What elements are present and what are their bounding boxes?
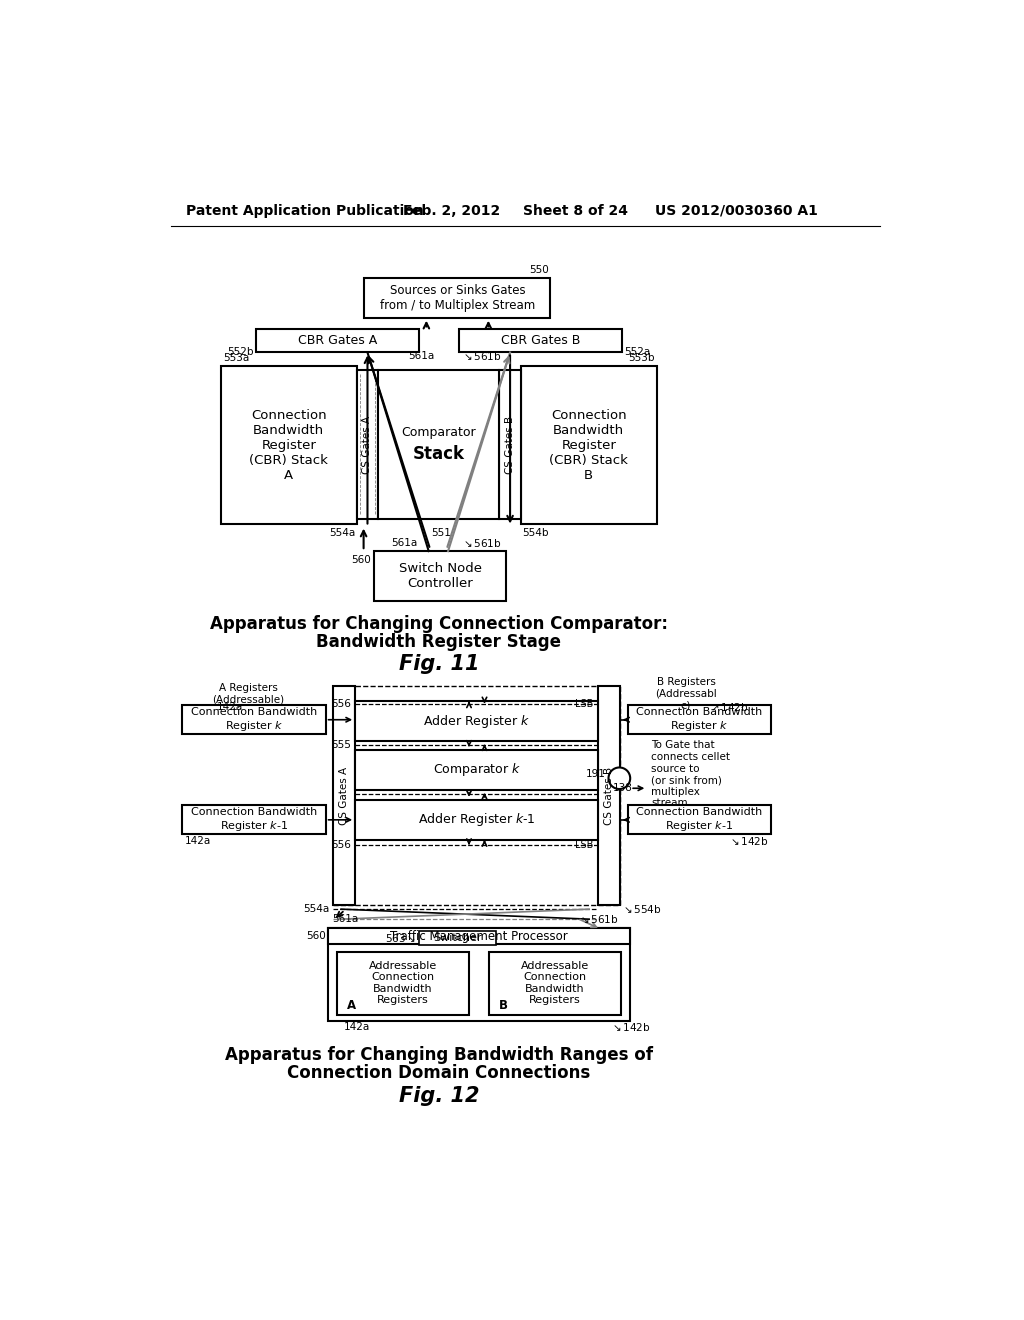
- Bar: [489, 952, 621, 1015]
- Bar: [328, 928, 630, 1020]
- Text: 560: 560: [351, 554, 372, 565]
- Text: Bandwidth Register Stage: Bandwidth Register Stage: [316, 634, 561, 651]
- Bar: [182, 705, 326, 734]
- Text: Connection
Bandwidth
Register
(CBR) Stack
A: Connection Bandwidth Register (CBR) Stac…: [250, 409, 329, 482]
- Text: 561a: 561a: [332, 915, 358, 924]
- Text: 550: 550: [529, 265, 549, 275]
- Text: Addressable
Connection
Bandwidth
Registers: Addressable Connection Bandwidth Registe…: [521, 961, 589, 1006]
- Text: 552a: 552a: [624, 347, 650, 358]
- Text: 142a: 142a: [343, 1022, 370, 1032]
- Bar: [334, 686, 355, 906]
- Text: B: B: [499, 999, 508, 1012]
- Bar: [521, 367, 656, 524]
- Bar: [256, 330, 419, 352]
- Text: Switch Node
Controller: Switch Node Controller: [398, 562, 482, 590]
- Text: Addressable
Connection
Bandwidth
Registers: Addressable Connection Bandwidth Registe…: [369, 961, 437, 1006]
- Text: To Gate that
connects cellet
source to
(or sink from)
multiplex
stream: To Gate that connects cellet source to (…: [651, 741, 730, 808]
- Text: Adder Register $k$-1: Adder Register $k$-1: [418, 812, 536, 829]
- Text: Patent Application Publication: Patent Application Publication: [186, 203, 424, 218]
- Text: Comparator: Comparator: [401, 426, 476, 440]
- Text: $\searrow$561b: $\searrow$561b: [461, 537, 502, 549]
- Text: 555: 555: [332, 741, 351, 750]
- Text: Adder Register $k$: Adder Register $k$: [423, 713, 530, 730]
- Bar: [598, 686, 621, 906]
- Text: Connection Bandwidth
Register $k$-1: Connection Bandwidth Register $k$-1: [637, 807, 763, 833]
- Bar: [365, 277, 550, 318]
- Text: Comparator $k$: Comparator $k$: [432, 762, 521, 779]
- Text: Apparatus for Changing Connection Comparator:: Apparatus for Changing Connection Compar…: [210, 615, 668, 634]
- Text: $\searrow$561b: $\searrow$561b: [461, 350, 502, 362]
- Text: $\searrow$554b: $\searrow$554b: [621, 903, 662, 915]
- Text: Connection Bandwidth
Register $k$: Connection Bandwidth Register $k$: [637, 706, 763, 733]
- Text: 553a: 553a: [223, 354, 250, 363]
- Text: 561a: 561a: [391, 539, 418, 548]
- Text: 554a: 554a: [303, 904, 330, 915]
- Text: Traffic Management Processor: Traffic Management Processor: [390, 929, 568, 942]
- Bar: [337, 952, 469, 1015]
- Bar: [459, 330, 622, 352]
- Bar: [334, 686, 621, 906]
- Bar: [628, 805, 771, 834]
- Text: Apparatus for Changing Bandwidth Ranges of: Apparatus for Changing Bandwidth Ranges …: [225, 1047, 652, 1064]
- Text: 191: 191: [587, 770, 606, 779]
- Text: Fig. 11: Fig. 11: [398, 655, 479, 675]
- Bar: [355, 701, 598, 742]
- Text: 138: 138: [612, 783, 632, 793]
- Text: 563$\searrow$: 563$\searrow$: [385, 932, 417, 944]
- Text: CS Gates B: CS Gates B: [505, 416, 515, 474]
- Text: 556: 556: [332, 841, 351, 850]
- Text: CBR Gates A: CBR Gates A: [298, 334, 377, 347]
- Text: CBR Gates B: CBR Gates B: [501, 334, 580, 347]
- Text: B Registers
(Addressabl
e): B Registers (Addressabl e): [655, 677, 717, 710]
- Text: Connection
Bandwidth
Register
(CBR) Stack
B: Connection Bandwidth Register (CBR) Stac…: [549, 409, 628, 482]
- Text: Switcher: Switcher: [433, 933, 481, 942]
- Text: $\searrow$142b: $\searrow$142b: [728, 834, 769, 846]
- Text: Connection Bandwidth
Register $k$-1: Connection Bandwidth Register $k$-1: [190, 807, 317, 833]
- Text: CS Gates A: CS Gates A: [339, 767, 349, 825]
- Bar: [182, 805, 326, 834]
- Bar: [328, 928, 630, 944]
- Text: LSB: LSB: [575, 841, 594, 850]
- Text: A Registers
(Addressable): A Registers (Addressable): [212, 682, 285, 705]
- Text: Connection Domain Connections: Connection Domain Connections: [287, 1064, 591, 1082]
- Text: Sheet 8 of 24: Sheet 8 of 24: [523, 203, 629, 218]
- Text: LSB: LSB: [575, 698, 594, 709]
- Text: Stack: Stack: [413, 445, 465, 463]
- Text: $\searrow$561b: $\searrow$561b: [578, 913, 618, 925]
- Text: 561a: 561a: [409, 351, 435, 360]
- Text: Fig. 12: Fig. 12: [398, 1086, 479, 1106]
- Bar: [375, 552, 506, 601]
- Text: US 2012/0030360 A1: US 2012/0030360 A1: [655, 203, 818, 218]
- Bar: [355, 800, 598, 840]
- Text: 552b: 552b: [227, 347, 254, 358]
- Text: 556: 556: [332, 698, 351, 709]
- Bar: [628, 705, 771, 734]
- Text: 551: 551: [431, 528, 451, 539]
- Bar: [355, 750, 598, 789]
- Circle shape: [608, 767, 630, 789]
- Text: Connection Bandwidth
Register $k$: Connection Bandwidth Register $k$: [190, 706, 317, 733]
- Text: 560: 560: [306, 931, 326, 941]
- Bar: [356, 370, 378, 519]
- Text: A: A: [347, 999, 355, 1012]
- Text: Feb. 2, 2012: Feb. 2, 2012: [403, 203, 501, 218]
- Text: CS Gates A: CS Gates A: [362, 416, 373, 474]
- Text: 142a: 142a: [184, 836, 211, 846]
- Text: 142a: 142a: [217, 702, 244, 711]
- Bar: [419, 931, 496, 945]
- Text: Sources or Sinks Gates
from / to Multiplex Stream: Sources or Sinks Gates from / to Multipl…: [380, 284, 535, 312]
- Text: 554a: 554a: [329, 528, 355, 539]
- Bar: [500, 370, 521, 519]
- Text: CS Gates B: CS Gates B: [604, 767, 614, 825]
- Text: $\searrow$142b: $\searrow$142b: [610, 1020, 650, 1034]
- Text: 554b: 554b: [522, 528, 549, 539]
- Bar: [378, 370, 500, 519]
- Bar: [221, 367, 356, 524]
- Text: 553b: 553b: [628, 354, 654, 363]
- Text: $\nearrow$142b: $\nearrow$142b: [708, 701, 749, 713]
